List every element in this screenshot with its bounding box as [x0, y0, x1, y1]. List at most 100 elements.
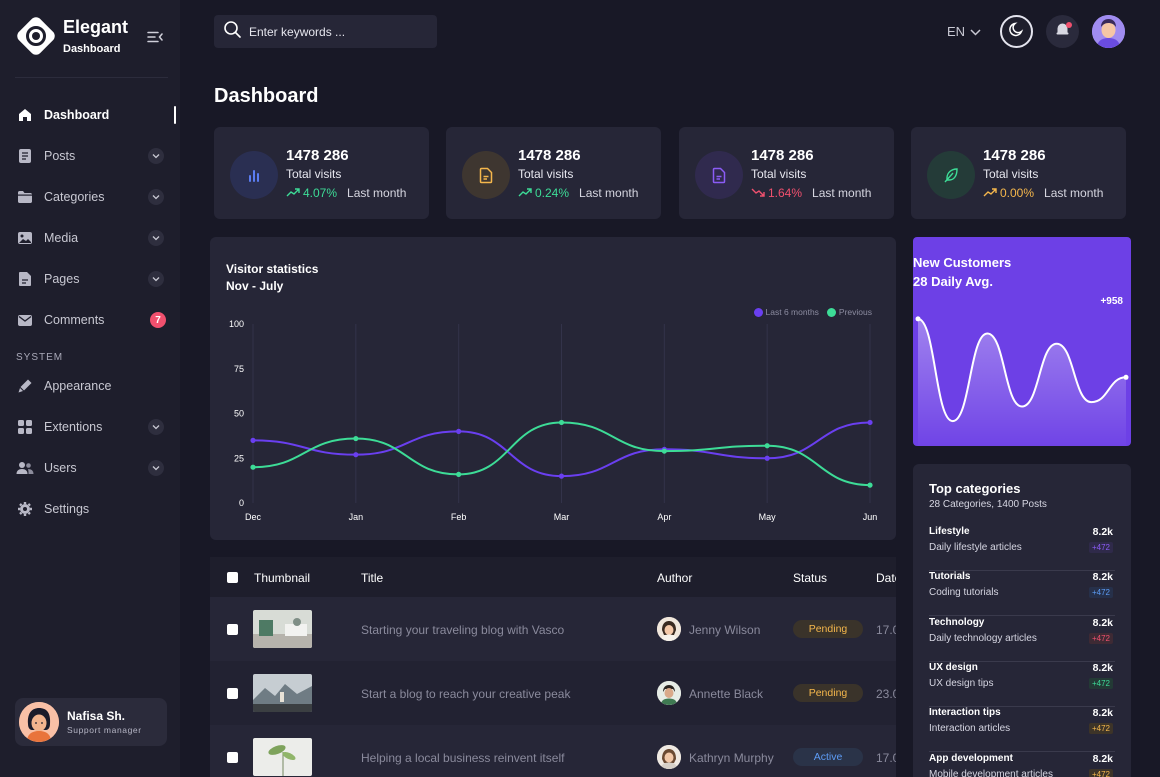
- stat-card[interactable]: 1478 286 Total visits 1.64% Last month: [679, 127, 894, 219]
- sidebar-item-label: Media: [44, 231, 79, 245]
- legend-item-previous[interactable]: Previous: [826, 307, 872, 317]
- category-growth-badge: +472: [1088, 587, 1113, 599]
- data-point: [867, 419, 873, 426]
- sidebar-item-pages[interactable]: Pages: [16, 268, 168, 290]
- category-item[interactable]: Tutorials Coding tutorials 8.2k +472: [929, 571, 1115, 617]
- bar-chart-icon: [230, 151, 278, 199]
- column-header-author[interactable]: Author: [657, 571, 693, 585]
- visitor-statistics-card: Visitor statistics Nov - July Last 6 mon…: [210, 237, 896, 540]
- row-checkbox[interactable]: [227, 752, 238, 763]
- sidebar-item-media[interactable]: Media: [16, 227, 168, 249]
- collapse-menu-icon[interactable]: [147, 30, 163, 43]
- chevron-down-icon[interactable]: [148, 189, 164, 205]
- language-selector[interactable]: EN: [947, 24, 981, 39]
- stat-period: Last month: [347, 186, 407, 200]
- post-thumbnail: [253, 738, 312, 776]
- notifications-button[interactable]: [1046, 15, 1079, 48]
- category-item[interactable]: Interaction tips Interaction articles 8.2k…: [929, 707, 1115, 753]
- sparkline-area: [918, 318, 1126, 446]
- stat-card[interactable]: 1478 286 Total visits 4.07% Last month: [214, 127, 429, 219]
- legend-item-last-6-months[interactable]: Last 6 months: [753, 307, 819, 317]
- chevron-down-icon[interactable]: [148, 460, 164, 476]
- data-point: [250, 437, 256, 443]
- category-item[interactable]: UX design UX design tips 8.2k +472: [929, 662, 1115, 707]
- category-item[interactable]: Technology Daily technology articles 8.2k +…: [929, 617, 1115, 662]
- sidebar-item-label: Users: [44, 461, 77, 475]
- sidebar-item-categories[interactable]: Categories: [16, 186, 168, 208]
- x-tick-label: May: [759, 512, 777, 522]
- data-point: [558, 419, 565, 426]
- sidebar-item-extentions[interactable]: Extentions: [16, 416, 168, 438]
- row-checkbox[interactable]: [227, 688, 238, 699]
- stat-period: Last month: [812, 186, 872, 200]
- category-count: 8.2k: [1092, 661, 1113, 674]
- category-description: UX design tips: [929, 677, 994, 689]
- post-thumbnail: [253, 610, 312, 648]
- chevron-down-icon[interactable]: [148, 419, 164, 435]
- y-tick-label: 100: [229, 319, 244, 329]
- category-name: Technology: [929, 616, 985, 628]
- sidebar-item-dashboard[interactable]: Dashboard: [16, 104, 168, 126]
- y-tick-label: 25: [234, 453, 244, 463]
- column-header-thumbnail[interactable]: Thumbnail: [254, 571, 311, 585]
- trend-up-icon: [286, 186, 300, 200]
- column-header-date[interactable]: Date: [876, 571, 896, 585]
- chevron-down-icon[interactable]: [148, 271, 164, 287]
- notification-dot: [1066, 22, 1072, 28]
- search-input[interactable]: [249, 24, 429, 39]
- brand-logo[interactable]: Elegant Dashboard: [14, 14, 128, 58]
- bell-icon: [1055, 21, 1070, 42]
- stat-label: Total visits: [983, 167, 1039, 181]
- sidebar-item-comments[interactable]: Comments 7: [16, 309, 168, 331]
- select-all-checkbox[interactable]: [227, 572, 238, 583]
- author-name: Annette Black: [689, 687, 764, 701]
- sidebar-item-label: Comments: [44, 313, 105, 327]
- sidebar-item-label: Settings: [44, 502, 90, 516]
- chevron-down-icon[interactable]: [148, 230, 164, 246]
- visitor-line-chart: Dec Jan Feb Mar Apr May Jun 100 75 50 25 0: [229, 319, 877, 522]
- page-title: Dashboard: [214, 85, 319, 107]
- column-header-status[interactable]: Status: [793, 571, 828, 585]
- grid-icon: [16, 418, 34, 436]
- stat-value: 1478 286: [983, 147, 1046, 164]
- chart-legend: Last 6 months Previous: [746, 307, 872, 317]
- category-count: 8.2k: [1092, 616, 1113, 629]
- sidebar-item-label: Posts: [44, 149, 76, 163]
- author-avatar: [657, 617, 681, 641]
- chevron-down-icon[interactable]: [148, 148, 164, 164]
- home-icon: [16, 106, 34, 124]
- stat-card[interactable]: 1478 286 Total visits 0.24% Last month: [446, 127, 661, 219]
- gear-icon: [16, 500, 34, 518]
- data-point: [456, 428, 462, 434]
- sidebar-item-label: Extentions: [44, 420, 103, 434]
- sidebar-item-posts[interactable]: Posts: [16, 145, 168, 167]
- sidebar-item-label: Categories: [44, 190, 105, 204]
- current-user-card[interactable]: Nafisa Sh. Support manager: [15, 698, 167, 746]
- category-description: Interaction articles: [929, 723, 1011, 735]
- sidebar-item-users[interactable]: Users: [16, 457, 168, 479]
- column-header-title[interactable]: Title: [361, 571, 384, 585]
- language-label: EN: [947, 24, 966, 39]
- table-row[interactable]: Starting your traveling blog with Vasco …: [210, 597, 896, 661]
- category-item[interactable]: Lifestyle Daily lifestyle articles 8.2k +47…: [929, 526, 1115, 571]
- category-item[interactable]: App development Mobile development articl…: [929, 753, 1115, 777]
- data-point: [353, 452, 359, 458]
- stat-percent: 4.07%: [303, 186, 338, 200]
- theme-toggle-button[interactable]: [1000, 15, 1033, 48]
- comments-count-badge: 7: [150, 312, 166, 328]
- chart-title: Visitor statistics: [226, 262, 319, 276]
- search-bar[interactable]: [214, 15, 437, 48]
- profile-avatar[interactable]: [1092, 15, 1125, 48]
- row-checkbox[interactable]: [227, 624, 238, 635]
- search-icon: [224, 20, 241, 43]
- stat-card[interactable]: 1478 286 Total visits 0.00% Last month: [911, 127, 1126, 219]
- sidebar-item-appearance[interactable]: Appearance: [16, 375, 168, 397]
- table-row[interactable]: Start a blog to reach your creative peak…: [210, 661, 896, 725]
- sidebar-item-settings[interactable]: Settings: [16, 498, 168, 520]
- post-title[interactable]: Start a blog to reach your creative peak: [361, 687, 571, 701]
- post-title[interactable]: Starting your traveling blog with Vasco: [361, 623, 565, 637]
- stat-value: 1478 286: [751, 147, 814, 164]
- table-row[interactable]: Helping a local business reinvent itself…: [210, 725, 896, 777]
- status-badge: Pending: [793, 684, 863, 702]
- post-title[interactable]: Helping a local business reinvent itself: [361, 751, 565, 765]
